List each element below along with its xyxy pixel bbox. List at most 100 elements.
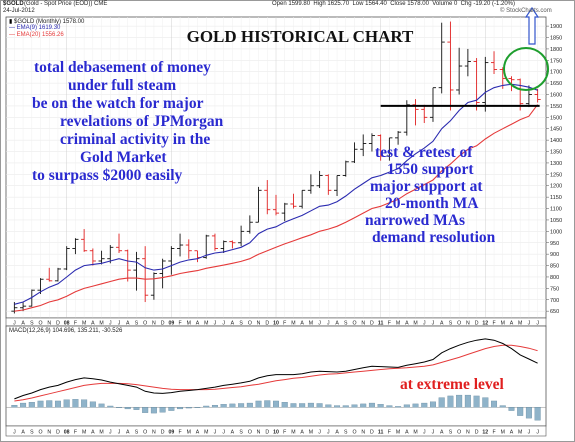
- date-axis-labels: J A S O N D 08 F M A M J J A S O N D 09 F M A M J J A S O N D 10 F M A M J J…: [13, 321, 539, 327]
- date-tick-label: O: [39, 430, 43, 436]
- macd-histogram-bar: [334, 405, 341, 408]
- date-tick-label: A: [405, 430, 409, 436]
- date-tick-label: J: [536, 430, 539, 436]
- price-bar: [342, 160, 349, 177]
- date-tick-label: J: [118, 430, 121, 436]
- macd-histogram-bar: [525, 407, 532, 419]
- macd-annotation: at extreme level: [400, 376, 505, 393]
- date-tick-label: S: [135, 321, 139, 327]
- macd-histogram-bar: [28, 402, 35, 408]
- price-bar: [447, 21, 454, 111]
- macd-histogram-bar: [403, 404, 410, 408]
- date-tick-label: A: [21, 321, 25, 327]
- macd-histogram-bar: [325, 404, 332, 408]
- price-bar: [133, 251, 140, 291]
- macd-histogram-bar: [159, 407, 166, 413]
- price-bar: [264, 180, 271, 215]
- macd-histogram-bar: [464, 394, 471, 408]
- annotation-left-line: revelations of JPMorgan: [60, 113, 224, 130]
- date-tick-label: M: [396, 430, 400, 436]
- price-bar: [211, 233, 219, 251]
- macd-histogram-bar: [168, 407, 175, 411]
- date-tick-label: N: [47, 321, 51, 327]
- macd-histogram-bar: [203, 405, 210, 408]
- legend-ema20: — EMA(20) 1556.26: [9, 32, 64, 38]
- date-tick-label: N: [466, 430, 470, 436]
- date-tick-label: 08: [64, 430, 70, 436]
- date-tick-label: M: [291, 430, 295, 436]
- date-tick-label: 11: [378, 321, 384, 327]
- date-tick-label: A: [510, 321, 514, 327]
- date-tick-label: F: [388, 321, 391, 327]
- date-tick-label: M: [309, 321, 313, 327]
- date-tick-label: A: [126, 430, 130, 436]
- date-tick-label: J: [327, 321, 330, 327]
- macd-histogram-bar: [421, 402, 428, 408]
- macd-histogram-bar: [438, 397, 445, 408]
- date-tick-label: D: [56, 430, 60, 436]
- macd-histogram-bar: [290, 403, 297, 408]
- macd-histogram-bar: [89, 401, 96, 408]
- macd-histogram-bar: [20, 402, 27, 408]
- price-bar: [203, 234, 210, 259]
- macd-histogram-bar: [395, 406, 402, 408]
- price-bar: [290, 193, 297, 209]
- macd-histogram-bar: [360, 403, 367, 408]
- macd-histogram-bar: [517, 407, 524, 416]
- date-label: 24-Jul-2012: [3, 8, 35, 14]
- date-tick-label: M: [518, 430, 522, 436]
- date-tick-label: 09: [168, 321, 174, 327]
- price-tick-label: 700: [550, 298, 559, 304]
- annotation-left-line: be on the watch for major: [32, 95, 204, 112]
- annotation-right-line: narrowed MAs: [365, 212, 465, 229]
- date-tick-label: A: [91, 430, 95, 436]
- macd-histogram: [11, 394, 541, 421]
- price-tick-label: 1850: [550, 36, 562, 42]
- date-tick-label: J: [118, 321, 121, 327]
- date-tick-label: F: [492, 321, 495, 327]
- price-tick-label: 1400: [550, 138, 562, 144]
- annotation-left-line: to surpass $2000 easily: [32, 167, 183, 184]
- price-bar: [238, 225, 245, 247]
- date-tick-label: S: [449, 321, 453, 327]
- date-tick-label: M: [204, 321, 208, 327]
- ema20-line: [14, 104, 539, 312]
- date-tick-label: A: [196, 430, 200, 436]
- date-tick-label: M: [501, 321, 505, 327]
- price-bar: [464, 48, 471, 77]
- date-tick-label: J: [318, 321, 321, 327]
- price-bar: [124, 249, 131, 282]
- left-annotation: total debasement of money under full ste…: [32, 59, 224, 184]
- date-tick-label: O: [248, 430, 252, 436]
- price-tick-label: 1450: [550, 127, 562, 133]
- macd-histogram-bar: [273, 400, 279, 408]
- date-tick-label: F: [178, 430, 181, 436]
- date-tick-label: O: [457, 321, 461, 327]
- price-tick-label: 1200: [550, 184, 562, 190]
- price-tick-label: 1100: [550, 207, 562, 213]
- macd-histogram-bar: [281, 402, 288, 408]
- price-tick-label: 1250: [550, 172, 562, 178]
- macd-histogram-bar: [255, 400, 262, 408]
- macd-histogram-bar: [124, 407, 131, 410]
- price-tick-label: 750: [550, 286, 559, 292]
- date-tick-label: D: [265, 430, 269, 436]
- macd-histogram-bar: [11, 404, 18, 408]
- price-bar: [473, 58, 480, 111]
- date-tick-label: A: [91, 321, 95, 327]
- date-tick-label: S: [135, 430, 139, 436]
- price-tick-label: 850: [550, 264, 559, 270]
- date-tick-label: J: [214, 430, 217, 436]
- price-bar: [333, 175, 341, 197]
- macd-histogram-bar: [238, 403, 245, 408]
- macd-histogram-bar: [194, 407, 201, 408]
- date-tick-label: N: [361, 430, 365, 436]
- macd-histogram-bar: [499, 405, 506, 408]
- macd-histogram-bar: [63, 399, 70, 408]
- macd-histogram-bar: [54, 400, 61, 408]
- price-bar: [72, 238, 79, 255]
- ema9-line: [14, 83, 538, 305]
- price-bar: [534, 88, 541, 103]
- price-bar: [255, 186, 262, 223]
